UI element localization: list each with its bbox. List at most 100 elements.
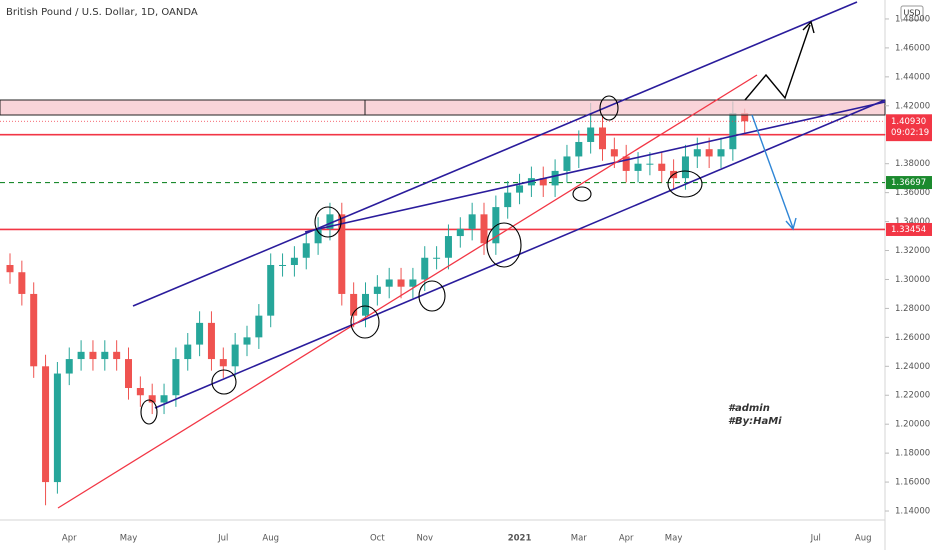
y-tick-label: 1.28000 xyxy=(895,304,930,314)
y-tick-label: 1.32000 xyxy=(895,246,930,256)
candle-body xyxy=(326,214,334,229)
candle-body xyxy=(599,127,606,150)
x-tick-label: Apr xyxy=(62,534,77,544)
candle-body xyxy=(243,337,251,345)
annotation: #By:HaMi xyxy=(728,416,782,427)
arrow-head xyxy=(785,217,797,231)
candle-body xyxy=(575,141,583,157)
candle-body xyxy=(433,257,441,259)
y-tick-label: 1.42000 xyxy=(895,101,930,111)
candle-body xyxy=(563,156,571,171)
candle-body xyxy=(444,236,452,258)
candle-body xyxy=(314,228,322,244)
candle-body xyxy=(362,293,369,316)
y-tick-label: 1.30000 xyxy=(895,275,930,285)
projection-arrow xyxy=(744,24,811,101)
y-tick-label: 1.22000 xyxy=(895,391,930,401)
x-tick-label: May xyxy=(120,534,138,544)
candle-body xyxy=(89,351,97,360)
candle-body xyxy=(610,149,618,157)
candle-body xyxy=(125,359,132,389)
last-price-box xyxy=(886,114,932,139)
circle xyxy=(211,369,237,395)
candle-body xyxy=(658,163,666,171)
level-label-box xyxy=(886,176,932,190)
circle xyxy=(599,95,619,121)
candle-body xyxy=(160,395,168,403)
currency-box xyxy=(900,5,924,21)
drawings xyxy=(0,1,886,509)
candle-body xyxy=(113,351,121,360)
annotation: #admin xyxy=(728,403,770,414)
trend-line xyxy=(57,74,758,509)
candle-body xyxy=(741,113,749,122)
candle-body xyxy=(338,214,346,294)
last-price-label: 1.40930 xyxy=(891,117,926,127)
candle-body xyxy=(468,214,476,229)
candle-body xyxy=(231,344,239,367)
x-tick-label: 2021 xyxy=(508,534,532,544)
candle-body xyxy=(421,257,429,280)
candle-body xyxy=(207,322,215,360)
x-tick-label: May xyxy=(665,534,683,544)
candle-body xyxy=(516,185,524,193)
circle xyxy=(418,280,446,312)
level-label: 1.33454 xyxy=(891,225,926,235)
candle-body xyxy=(480,214,488,244)
candle-body xyxy=(729,113,737,150)
y-tick-label: 1.36000 xyxy=(895,188,930,198)
candle-body xyxy=(705,149,713,157)
resistance-zone xyxy=(0,99,886,116)
candle-body xyxy=(6,264,14,273)
candle-body xyxy=(456,228,464,237)
y-tick-label: 1.34000 xyxy=(895,217,930,227)
candle-body xyxy=(504,192,512,208)
channel-upper xyxy=(132,1,858,307)
candle-body xyxy=(539,178,547,186)
candle-body xyxy=(693,149,701,157)
candle-body xyxy=(172,359,180,396)
circle xyxy=(350,305,380,339)
candles xyxy=(0,101,885,506)
candle-body xyxy=(397,279,405,287)
candle-body xyxy=(53,373,61,483)
y-tick-label: 1.20000 xyxy=(895,420,930,430)
y-tick-label: 1.24000 xyxy=(895,362,930,372)
circle xyxy=(140,399,158,425)
y-tick-label: 1.38000 xyxy=(895,159,930,169)
candle-body xyxy=(302,243,310,258)
x-tick-label: Aug xyxy=(262,534,279,544)
y-tick-label: 1.16000 xyxy=(895,478,930,488)
candle-body xyxy=(681,156,689,179)
candle-body xyxy=(373,286,381,294)
x-tick-label: Oct xyxy=(370,534,385,544)
x-tick-label: Mar xyxy=(571,534,588,544)
channel-middle xyxy=(304,101,886,233)
candle-body xyxy=(290,257,298,265)
candle-body xyxy=(409,279,417,287)
chart-title: British Pound / U.S. Dollar, 1D, OANDA xyxy=(6,7,198,18)
candle-body xyxy=(385,279,393,287)
candle-body xyxy=(255,315,263,338)
candle-body xyxy=(65,359,73,374)
candle-body xyxy=(219,359,227,367)
circle xyxy=(667,170,703,198)
candle-body xyxy=(267,264,275,316)
candle-body xyxy=(30,293,38,367)
drop-arrow xyxy=(751,114,794,229)
candle-body xyxy=(18,272,26,294)
y-tick-label: 1.18000 xyxy=(895,449,930,459)
circle xyxy=(314,206,342,238)
candle-body xyxy=(279,264,287,266)
x-tick-label: Nov xyxy=(416,534,433,544)
y-tick-label: 1.14000 xyxy=(895,507,930,517)
candle-body xyxy=(646,163,654,165)
candle-body xyxy=(77,351,85,360)
candle-body xyxy=(136,388,144,396)
candle-body xyxy=(148,395,156,403)
candle-body xyxy=(551,170,559,186)
y-tick-label: 1.46000 xyxy=(895,43,930,53)
candle-body xyxy=(717,149,725,157)
x-tick-label: Jul xyxy=(217,534,228,544)
